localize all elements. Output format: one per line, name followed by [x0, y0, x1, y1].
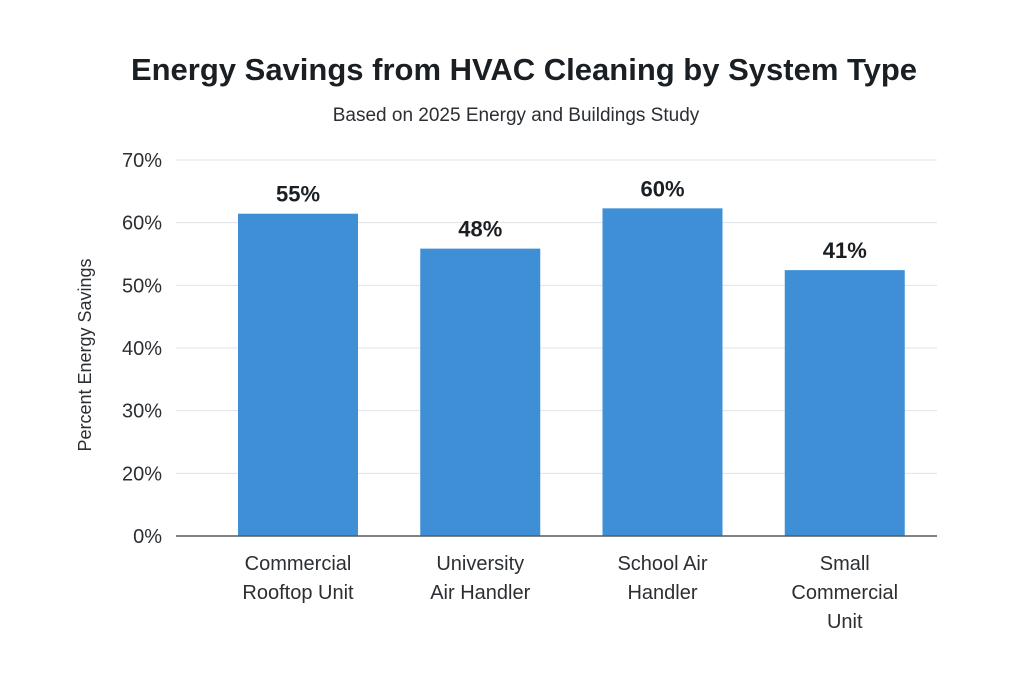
chart-subtitle: Based on 2025 Energy and Buildings Study	[333, 105, 700, 126]
chart-title: Energy Savings from HVAC Cleaning by Sys…	[131, 52, 917, 87]
data-label: 41%	[823, 238, 867, 263]
y-tick-label: 0%	[133, 526, 162, 548]
y-axis-ticks: 0% 20% 30% 40% 50% 60% 70%	[122, 150, 162, 548]
x-tick-label: Unit	[827, 611, 863, 633]
data-label: 55%	[276, 182, 320, 207]
y-tick-label: 70%	[122, 150, 162, 172]
bar	[420, 248, 541, 536]
x-tick-label: Commercial	[791, 582, 898, 604]
x-tick-label: School Air	[617, 553, 707, 575]
y-axis-label: Percent Energy Savings	[75, 258, 95, 451]
x-tick-label: Rooftop Unit	[242, 582, 354, 604]
y-tick-label: 20%	[122, 463, 162, 485]
data-labels: 55% 48% 60% 41%	[276, 176, 867, 263]
y-tick-label: 30%	[122, 401, 162, 423]
x-tick-label: Commercial	[245, 553, 352, 575]
bar	[784, 270, 905, 536]
bar	[238, 213, 358, 536]
x-tick-label: Small	[820, 553, 870, 575]
y-tick-label: 50%	[122, 275, 162, 297]
y-tick-label: 60%	[122, 213, 162, 235]
data-label: 60%	[640, 176, 684, 201]
bars	[238, 208, 905, 537]
y-tick-label: 40%	[122, 338, 162, 360]
x-tick-label: Air Handler	[430, 582, 530, 604]
x-tick-label: Handler	[627, 582, 697, 604]
x-axis-categories: Commercial Rooftop Unit University Air Hand…	[242, 553, 898, 633]
bar	[602, 208, 723, 537]
x-tick-label: University	[436, 553, 524, 575]
data-label: 48%	[458, 217, 502, 242]
